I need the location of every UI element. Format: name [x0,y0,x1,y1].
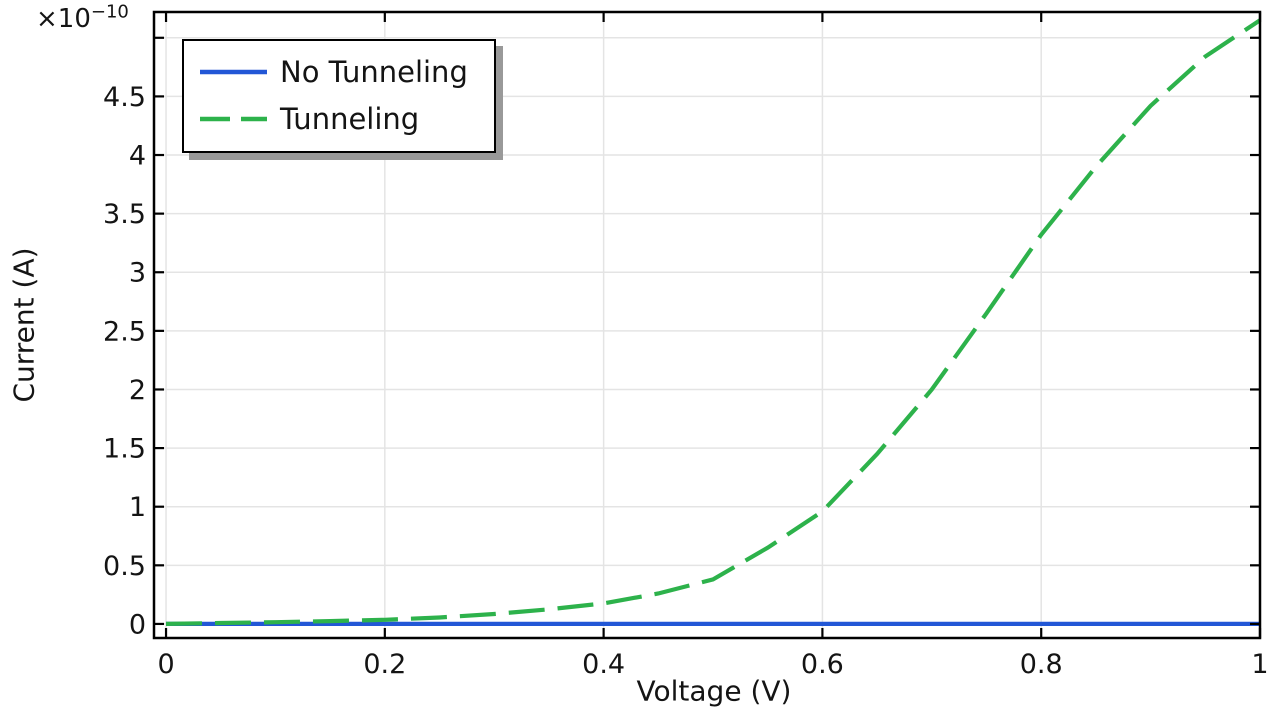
y-exponent-base: ×10 [36,4,91,34]
legend-line-dashed-icon [200,116,267,121]
series-line-tunneling [165,18,1262,626]
y-tick-label: 0.5 [103,551,146,582]
plot-border [152,10,1262,640]
legend-line-solid-icon [200,69,267,74]
y-tick-label: 3.5 [103,199,146,230]
y-tick-label: 0 [129,609,146,640]
legend-label-no-tunneling: No Tunneling [280,54,468,89]
y-tick-label: 4.5 [103,82,146,113]
y-tick-label: 1 [129,492,146,523]
y-tick-label: 2.5 [103,316,146,347]
data-series [165,18,1262,626]
y-axis-exponent-label: ×10−10 [36,1,129,34]
legend-item-no-tunneling: No Tunneling [200,48,468,95]
y-tick-label: 1.5 [103,434,146,465]
y-exponent-power: −10 [90,1,129,23]
axis-ticks [154,12,1262,638]
y-tick-label: 2 [129,375,146,406]
legend-label-tunneling: Tunneling [280,101,420,136]
x-axis-title: Voltage (V) [636,674,792,708]
x-tick-label: 1 [1251,649,1268,680]
x-tick-label: 0.2 [363,649,406,680]
legend: No Tunneling Tunneling [182,39,496,153]
y-tick-label: 4 [129,141,146,172]
axis-tick-labels: 0 0.2 0.4 0.6 0.8 1 0 0.5 1 1.5 2 2.5 3 3.5 4 4.5 [103,82,1269,680]
legend-item-tunneling: Tunneling [200,95,468,142]
plot-frame [152,10,1262,640]
x-tick-label: 0.4 [582,649,625,680]
x-tick-label: 0.6 [801,649,844,680]
y-axis-title: Current (A) [7,247,41,403]
x-tick-label: 0 [157,649,174,680]
y-tick-label: 3 [129,258,146,289]
x-tick-label: 0.8 [1020,649,1063,680]
